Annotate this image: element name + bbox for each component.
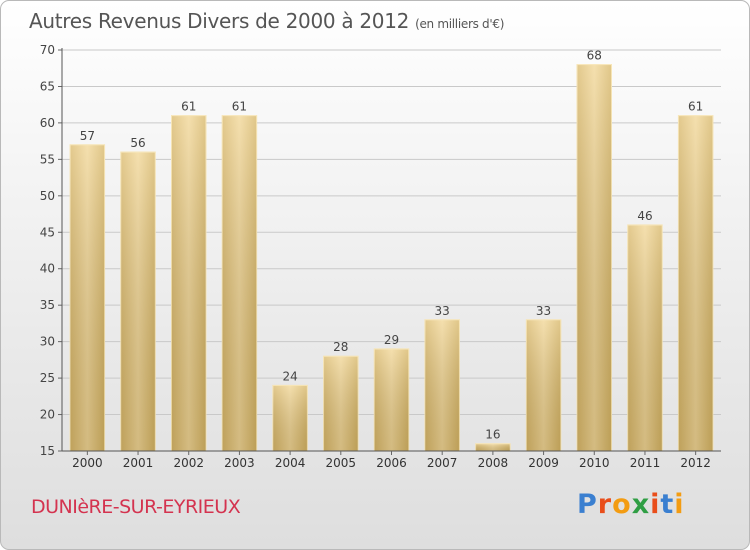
- logo-letter: x: [631, 489, 651, 520]
- y-tick-label: 50: [40, 189, 55, 203]
- y-tick-label: 65: [40, 79, 55, 93]
- bar-2005: [323, 355, 359, 452]
- x-tick-label: 2000: [72, 456, 103, 470]
- bar-2008: [475, 443, 511, 452]
- logo-letter: r: [597, 489, 613, 520]
- bar-value-label: 33: [536, 304, 551, 318]
- bar-shade: [577, 64, 612, 451]
- x-tick-label: 2012: [680, 456, 711, 470]
- y-tick-label: 15: [40, 444, 55, 458]
- bar-2003: [221, 115, 258, 452]
- bar-value-label: 61: [688, 100, 703, 114]
- bar-2009: [525, 319, 562, 452]
- x-tick-label: 2011: [630, 456, 661, 470]
- x-tick-label: 2010: [579, 456, 610, 470]
- axis-layer: 15 20 25 30 35 40 45 50 55 60 65 70 57 2000 56 2001 61 20…: [40, 43, 721, 470]
- x-tick-label: 2003: [224, 456, 255, 470]
- logo-letter: t: [660, 489, 675, 520]
- bar-value-label: 16: [485, 428, 500, 442]
- x-tick-label: 2001: [123, 456, 154, 470]
- x-tick-label: 2007: [427, 456, 458, 470]
- x-tick-label: 2005: [326, 456, 357, 470]
- bar-shade: [678, 115, 713, 452]
- logo-letter: P: [577, 489, 598, 520]
- x-tick-label: 2006: [376, 456, 407, 470]
- bar-value-label: 68: [587, 49, 602, 63]
- bar-value-label: 28: [333, 340, 348, 354]
- x-tick-label: 2009: [528, 456, 559, 470]
- bar-2006: [373, 348, 410, 452]
- commune-name: DUNIèRE-SUR-EYRIEUX: [31, 496, 241, 518]
- bar-2000: [69, 144, 106, 452]
- y-tick-label: 70: [40, 43, 55, 57]
- y-tick-label: 60: [40, 116, 55, 130]
- bar-value-label: 56: [130, 136, 145, 150]
- bar-2004: [272, 384, 308, 452]
- bar-2007: [424, 319, 460, 452]
- bar-shade: [171, 115, 206, 452]
- chart-title-text: Autres Revenus Divers de 2000 à 2012: [29, 9, 410, 33]
- logo-letter: i: [650, 489, 661, 520]
- y-tick-label: 35: [40, 298, 55, 312]
- bar-shade: [475, 443, 511, 451]
- bar-2002: [170, 115, 207, 452]
- bar-value-label: 24: [282, 369, 297, 383]
- bar-2011: [627, 224, 663, 452]
- bar-2010: [576, 64, 613, 452]
- bar-2012: [677, 115, 714, 452]
- bar-shade: [323, 356, 359, 451]
- bar-shade: [70, 144, 105, 452]
- bar-2001: [120, 151, 156, 452]
- bar-value-label: 61: [232, 100, 247, 114]
- bar-shade: [272, 385, 308, 451]
- chart-subtitle: (en milliers d'€): [415, 17, 505, 31]
- x-tick-label: 2008: [478, 456, 509, 470]
- bar-shade: [424, 319, 460, 451]
- y-tick-label: 55: [40, 152, 55, 166]
- bar-shade: [374, 348, 409, 451]
- bar-shade: [222, 115, 257, 452]
- y-tick-label: 25: [40, 371, 55, 385]
- bar-value-label: 57: [80, 129, 95, 143]
- logo-letter: i: [674, 489, 685, 520]
- y-tick-label: 20: [40, 408, 55, 422]
- bar-value-label: 29: [384, 333, 399, 347]
- y-tick-label: 30: [40, 335, 55, 349]
- x-tick-label: 2004: [275, 456, 306, 470]
- y-tick-label: 45: [40, 225, 55, 239]
- bar-layer: [69, 64, 714, 452]
- bar-value-label: 61: [181, 100, 196, 114]
- proxiti-logo: Proxiti: [577, 489, 685, 520]
- chart-title: Autres Revenus Divers de 2000 à 2012 (en …: [29, 9, 504, 33]
- bar-value-label: 46: [637, 209, 652, 223]
- bar-shade: [526, 319, 561, 451]
- y-tick-label: 40: [40, 262, 55, 276]
- bar-shade: [120, 152, 156, 451]
- logo-letter: o: [612, 489, 632, 520]
- x-tick-label: 2002: [173, 456, 204, 470]
- bar-value-label: 33: [435, 304, 450, 318]
- bar-shade: [627, 224, 663, 451]
